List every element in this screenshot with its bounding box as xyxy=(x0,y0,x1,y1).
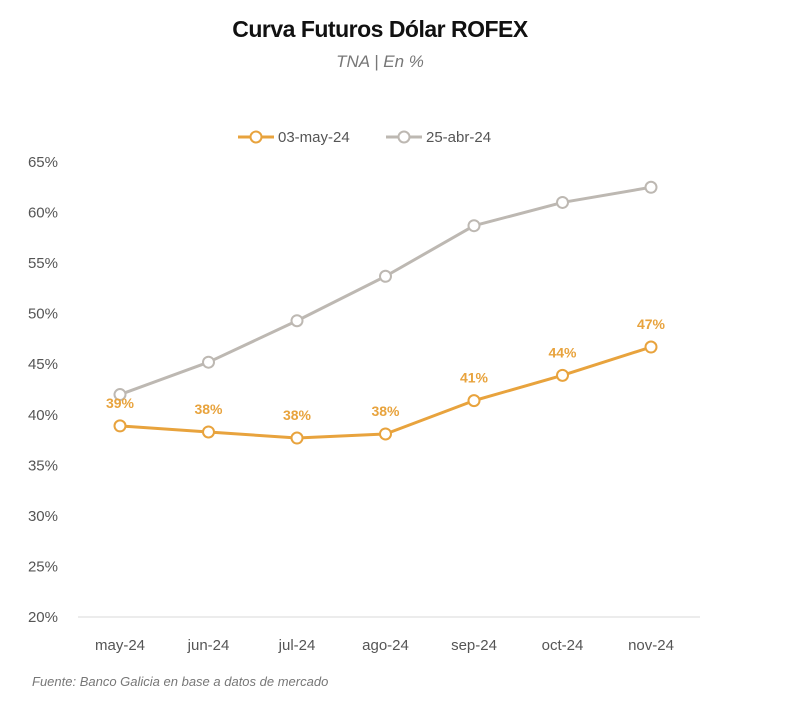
data-point xyxy=(202,425,215,439)
data-point xyxy=(467,219,481,233)
legend-item: 25-abr-24 xyxy=(386,129,491,146)
legend-item: 03-may-24 xyxy=(238,129,350,146)
series-line xyxy=(119,185,652,396)
legend-swatch-marker xyxy=(249,130,263,144)
x-tick-label: oct-24 xyxy=(542,637,584,654)
data-point xyxy=(113,419,127,433)
data-label: 47% xyxy=(637,316,666,332)
data-label: 38% xyxy=(371,403,400,419)
series-03-may-24: 39% 38% 38% 38% 41% 44% 47% xyxy=(106,316,666,445)
data-label: 38% xyxy=(283,407,312,423)
legend-label: 03-may-24 xyxy=(278,129,350,146)
data-point xyxy=(467,394,481,408)
chart-title: Curva Futuros Dólar ROFEX xyxy=(232,16,528,42)
x-tick-label: nov-24 xyxy=(628,637,674,654)
x-tick-label: jun-24 xyxy=(187,637,230,654)
y-tick-label: 30% xyxy=(28,508,58,525)
y-tick-label: 20% xyxy=(28,609,58,626)
legend-label: 25-abr-24 xyxy=(426,129,491,146)
data-point xyxy=(290,314,304,328)
series-group: 39% 38% 38% 38% 41% 44% 47% xyxy=(106,180,666,445)
data-label: 41% xyxy=(460,370,489,386)
x-tick-label: sep-24 xyxy=(451,637,497,654)
x-axis: may-24 jun-24 jul-24 ago-24 sep-24 oct-24 nov-… xyxy=(78,616,700,654)
data-point xyxy=(290,431,304,445)
legend: 03-may-24 25-abr-24 xyxy=(238,129,491,146)
data-point xyxy=(644,180,658,194)
chart-subtitle: TNA | En % xyxy=(336,52,424,71)
y-tick-label: 45% xyxy=(28,356,58,373)
y-tick-label: 50% xyxy=(28,306,58,323)
y-tick-label: 25% xyxy=(28,558,58,575)
data-point xyxy=(556,368,569,382)
x-tick-label: may-24 xyxy=(95,637,145,654)
y-tick-label: 65% xyxy=(28,154,58,171)
data-point xyxy=(644,340,658,354)
series-25-abr-24 xyxy=(113,180,658,402)
data-label: 38% xyxy=(194,401,223,417)
series-line xyxy=(119,345,652,440)
data-point xyxy=(379,427,392,441)
y-tick-label: 55% xyxy=(28,255,58,272)
y-tick-label: 40% xyxy=(28,407,58,424)
data-point xyxy=(202,355,215,369)
y-axis: 20% 25% 30% 35% 40% 45% 50% 55% 60% 65% xyxy=(28,154,58,626)
legend-swatch-marker xyxy=(397,130,411,144)
data-label: 39% xyxy=(106,395,135,411)
x-tick-label: jul-24 xyxy=(278,637,316,654)
y-tick-label: 60% xyxy=(28,205,58,222)
source-note: Fuente: Banco Galicia en base a datos de… xyxy=(32,674,329,689)
y-tick-label: 35% xyxy=(28,457,58,474)
x-tick-label: ago-24 xyxy=(362,637,409,654)
data-point xyxy=(379,269,392,283)
data-point xyxy=(556,195,569,209)
data-point xyxy=(113,388,127,402)
data-label: 44% xyxy=(548,344,577,360)
